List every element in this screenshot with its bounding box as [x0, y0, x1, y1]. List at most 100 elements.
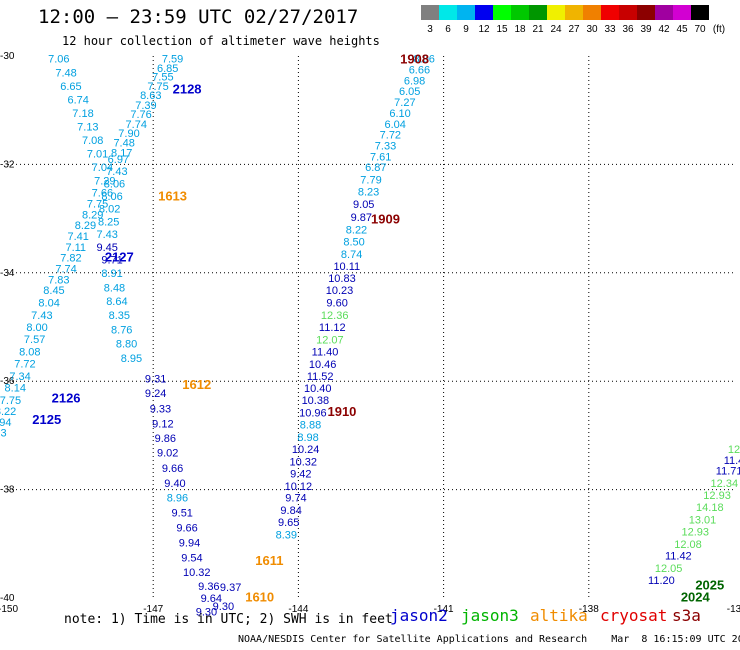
wave-height-value: 10.11: [333, 261, 360, 273]
wave-height-value: 14.18: [696, 502, 724, 514]
wave-height-value: 10.46: [309, 359, 337, 371]
wave-height-value: 12: [728, 444, 740, 456]
wave-height-value: 9.12: [152, 418, 173, 430]
wave-height-value: 11.20: [648, 575, 675, 587]
wave-height-value: 9.94: [179, 538, 200, 550]
wave-height-value: 6.74: [67, 94, 88, 106]
wave-height-value: 7.33: [375, 140, 396, 152]
wave-height-value: 7.39: [135, 100, 156, 112]
legend-swatch-label: 6: [445, 24, 451, 35]
wave-height-value: 8.06: [414, 54, 435, 66]
wave-height-value: 8.63: [140, 90, 161, 102]
wave-height-value: 11.4: [724, 455, 740, 467]
wave-height-value: 7.55: [152, 72, 173, 84]
legend-swatch-label: 45: [676, 24, 688, 35]
pass-label: 2126: [52, 390, 81, 405]
wave-height-value: 8.17: [111, 147, 132, 159]
wave-height-value: 11.52: [307, 371, 334, 383]
wave-height-value: 7.48: [55, 67, 76, 79]
legend-swatch-label: 36: [622, 24, 634, 35]
wave-height-value: 7.29: [94, 176, 115, 188]
wave-height-value: 7.34: [9, 371, 30, 383]
wave-height-value: 9.51: [172, 507, 193, 519]
wave-height-value: 10.83: [328, 273, 356, 285]
wave-height-value: 9.71: [101, 254, 122, 266]
wave-height-value: 8.80: [116, 338, 137, 350]
wave-height-value: 7.79: [360, 175, 381, 187]
wave-height-value: 6.98: [404, 75, 425, 87]
pass-label: 2024: [681, 589, 711, 604]
lat-tick-label: -40: [0, 593, 15, 604]
legend-swatch-label: 33: [604, 24, 616, 35]
wave-height-value: 8.08: [19, 346, 40, 358]
wave-height-value: 8.50: [343, 236, 364, 248]
wave-height-value: 12.08: [674, 539, 702, 551]
wave-height-value: 6.10: [389, 108, 410, 120]
wave-height-value: 8.22: [0, 406, 16, 418]
wave-height-value: 9.54: [181, 552, 202, 564]
pass-label: 1610: [245, 589, 274, 604]
lon-tick-label: -138: [579, 604, 599, 615]
wave-height-value: 7.48: [113, 138, 134, 150]
legend-swatch-label: 21: [532, 24, 544, 35]
legend-swatch: [511, 5, 529, 20]
legend-swatch-label: 18: [514, 24, 526, 35]
pass-label: 2127: [105, 250, 134, 265]
legend-swatch: [601, 5, 619, 20]
legend-swatch-label: 9: [463, 24, 469, 35]
wave-height-value: 9.74: [285, 493, 306, 505]
wave-height-value: 8.06: [104, 178, 125, 190]
legend-s3a: s3a: [672, 606, 701, 625]
legend-altika: altika: [530, 606, 588, 625]
wave-height-value: 9.42: [290, 468, 311, 480]
wave-height-value: 10.96: [299, 408, 327, 420]
legend-swatch: [691, 5, 709, 20]
wave-height-value: 12.05: [655, 563, 683, 575]
wave-height-value: 9.30: [196, 607, 217, 619]
wave-height-value: 7.61: [370, 151, 391, 163]
wave-height-value: 7.75: [147, 81, 168, 93]
wave-height-value: 9.05: [353, 199, 374, 211]
wave-height-value: 8.23: [358, 187, 379, 199]
lon-tick-label: -144: [288, 604, 308, 615]
wave-height-value: 8.04: [38, 298, 59, 310]
wave-height-value: 6.04: [384, 119, 405, 131]
wave-height-value: 9.40: [164, 478, 185, 490]
wave-height-value: 12.34: [711, 478, 739, 490]
wave-height-value: 11.42: [665, 551, 692, 563]
lat-tick-label: -36: [0, 376, 15, 387]
wave-height-value: 7.04: [92, 162, 113, 174]
wave-height-value: 9.24: [145, 388, 166, 400]
legend-swatch: [637, 5, 655, 20]
wave-height-value: 9.30: [213, 601, 234, 613]
wave-height-value: 10.38: [302, 395, 330, 407]
wave-height-value: 7.66: [92, 188, 113, 200]
legend-swatch: [421, 5, 439, 20]
pass-label: 1910: [327, 404, 356, 419]
wave-height-value: 8.96: [167, 493, 188, 505]
wave-height-value: 12.93: [703, 490, 731, 502]
legend-swatch: [655, 5, 673, 20]
wave-height-value: 9.65: [278, 517, 299, 529]
wave-height-value: 9.45: [97, 242, 118, 254]
chart-subtitle: 12 hour collection of altimeter wave hei…: [62, 34, 380, 48]
legend-cryosat: cryosat: [600, 606, 668, 625]
wave-height-value: 10.40: [304, 383, 332, 395]
wave-height-value: 7.57: [24, 334, 45, 346]
wave-height-value: 8.29: [75, 220, 96, 232]
legend-swatch: [457, 5, 475, 20]
wave-height-value: 12.36: [321, 310, 349, 322]
pass-label: 1611: [255, 553, 283, 568]
legend-swatch: [475, 5, 493, 20]
legend-swatch-label: 30: [586, 24, 598, 35]
pass-label: 1908: [400, 52, 429, 67]
wave-height-value: 8.91: [101, 268, 122, 280]
wave-height-value: 9.36: [198, 581, 219, 593]
wave-height-value: 8.88: [300, 420, 321, 432]
wave-height-value: 8.02: [99, 203, 120, 215]
wave-height-value: 7.72: [14, 358, 35, 370]
legend-unit: (ft): [712, 24, 726, 35]
wave-height-value: 6.65: [60, 81, 81, 93]
wave-height-value: 9.66: [162, 463, 183, 475]
